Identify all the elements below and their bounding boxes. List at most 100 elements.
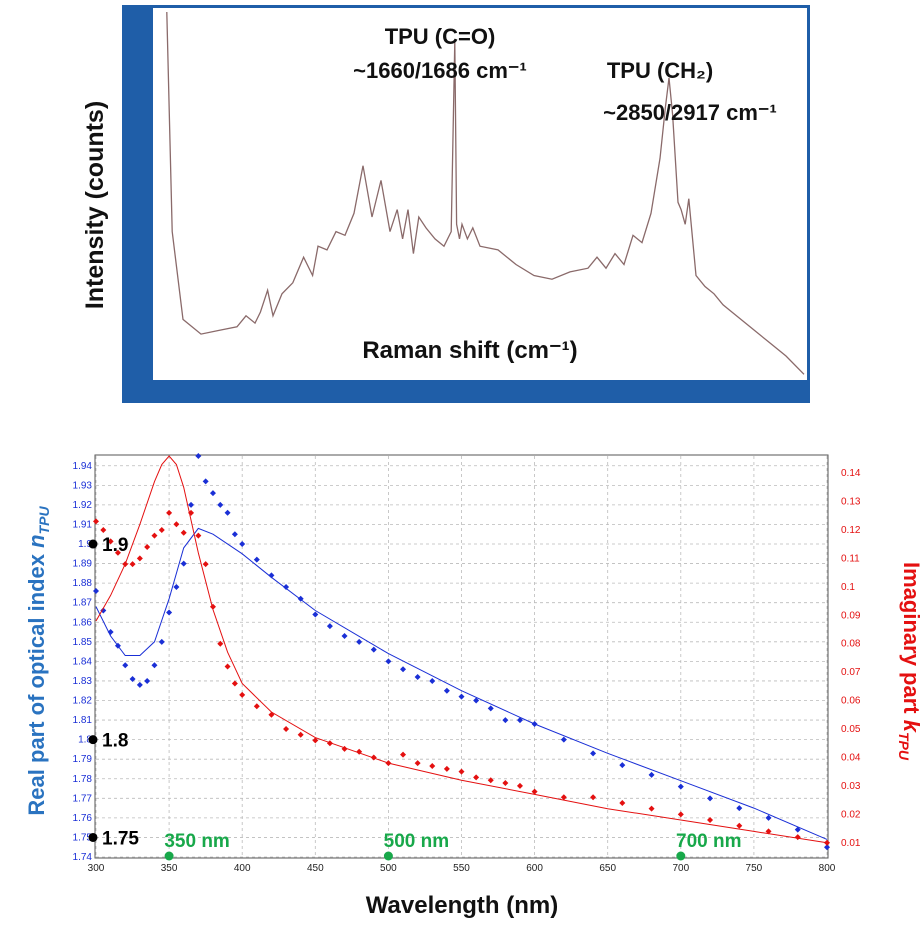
optical-x-label: Wavelength (nm)	[366, 892, 558, 919]
y2-tick-label: 0.08	[841, 639, 861, 650]
y2-tick-label: 0.02	[841, 809, 861, 820]
k-data-point	[487, 777, 494, 784]
n-data-point	[385, 658, 392, 665]
y2-tick-label: 0.1	[841, 582, 855, 593]
ylabel-left-main: Real part of optical index	[24, 548, 49, 816]
raman-y-label: Intensity (counts)	[81, 101, 109, 309]
k-data-point	[173, 521, 180, 528]
y-tick-label: 1.89	[73, 559, 93, 570]
n-data-point	[231, 531, 238, 538]
y-tick-label: 1.9	[78, 539, 92, 550]
x-tick-labels: 300 350 400 450 500 550 600 650 700 750 800	[88, 863, 836, 874]
n-data-point	[443, 687, 450, 694]
y-tick-label: 1.87	[73, 598, 93, 609]
n-data-point	[209, 490, 216, 497]
k-data-point	[224, 663, 231, 670]
n-data-point	[268, 572, 275, 579]
k-data-point	[502, 780, 509, 787]
y2-tick-label: 0.12	[841, 525, 861, 536]
x-tick-label: 700	[672, 863, 689, 874]
k-data-point	[202, 561, 209, 568]
n-data-point	[707, 795, 714, 802]
y-tick-label: 1.83	[73, 676, 93, 687]
y-marker-label: 1.8	[102, 731, 128, 752]
k-data-point	[239, 691, 246, 698]
raman-x-label: Raman shift (cm⁻¹)	[362, 337, 577, 364]
k-fit-line	[95, 455, 828, 844]
x-marker-label: 500 nm	[384, 831, 449, 852]
k-data-point	[195, 532, 202, 539]
x-tick-label: 800	[819, 863, 836, 874]
k-data-point	[677, 811, 684, 818]
n-data-point	[312, 611, 319, 618]
y2-tick-label: 0.07	[841, 667, 861, 678]
y-tick-label: 1.8	[78, 735, 92, 746]
n-data-point	[326, 623, 333, 630]
y-tick-label: 1.88	[73, 578, 93, 589]
n-data-point	[122, 662, 129, 669]
y-tick-label: 1.77	[73, 793, 93, 804]
n-fit-line	[95, 527, 828, 840]
k-data-point	[253, 703, 260, 710]
optical-panel: 300 350 400 450 500 550 600 650 700 750 800 1.741.…	[73, 453, 861, 874]
annotation-co-line1: TPU (C=O)	[385, 24, 496, 49]
k-data-point	[590, 794, 597, 801]
k-data-point	[400, 751, 407, 758]
optical-y-label-right: Imaginary part kTPU	[896, 562, 924, 761]
y2-tick-label: 0.05	[841, 724, 861, 735]
n-data-point	[356, 638, 363, 645]
y2-tick-label: 0.11	[841, 553, 860, 564]
k-data-point	[136, 555, 143, 562]
n-data-point	[414, 674, 421, 681]
k-data-point	[93, 518, 99, 525]
n-data-point	[158, 638, 165, 645]
x-tick-label: 750	[746, 863, 763, 874]
x-tick-label: 650	[599, 863, 616, 874]
n-data-point	[253, 556, 260, 563]
k-data-point	[429, 762, 436, 769]
x-tick-label: 600	[526, 863, 543, 874]
k-data-point	[217, 640, 224, 647]
n-data-point	[341, 632, 348, 639]
raman-panel: TPU (C=O) ~1660/1686 cm⁻¹ TPU (CH₂) ~285…	[122, 5, 810, 403]
n-data-point	[195, 453, 202, 459]
y-tick-label: 1.82	[73, 696, 93, 707]
n-data-point	[458, 693, 465, 700]
x-marker-label: 350 nm	[164, 831, 229, 852]
n-data-point	[429, 677, 436, 684]
n-data-point	[188, 501, 195, 508]
n-data-point	[473, 697, 480, 704]
x-tick-label: 450	[307, 863, 324, 874]
y-marker-label: 1.75	[102, 828, 139, 849]
k-data-point	[473, 774, 480, 781]
n-data-point	[180, 560, 187, 567]
k-data-point	[648, 805, 655, 812]
k-data-point	[458, 768, 465, 775]
x-tick-label: 550	[453, 863, 470, 874]
n-data-point	[129, 675, 136, 682]
y2-tick-label: 0.13	[841, 497, 861, 508]
ylabel-left-subscript: TPU	[36, 506, 52, 535]
raman-spectrum-line	[166, 11, 805, 375]
annotation-ch2-line2: ~2850/2917 cm⁻¹	[603, 100, 777, 125]
ylabel-right-symbol: k	[899, 720, 924, 734]
n-data-point	[400, 666, 407, 673]
x-marker-dot	[383, 851, 393, 861]
y-tick-label: 1.84	[73, 656, 93, 667]
k-data-point	[283, 726, 290, 733]
y-tick-labels: 1.74 1.75 1.76 1.77 1.78 1.79 1.8 1.81 1.82 1.83 1…	[73, 461, 93, 863]
k-data-point	[180, 529, 187, 536]
y-tick-label: 1.92	[73, 500, 93, 511]
annotation-co-line2: ~1660/1686 cm⁻¹	[353, 58, 527, 83]
n-data-point	[560, 736, 567, 743]
k-data-point	[297, 731, 304, 738]
n-data-point	[144, 677, 151, 684]
k-data-point	[707, 817, 714, 824]
n-data-point	[100, 607, 107, 614]
x-tick-label: 500	[380, 863, 397, 874]
x-marker-dot	[676, 851, 686, 861]
k-data-point	[765, 828, 772, 835]
k-data-point	[166, 509, 173, 516]
ylabel-right-subscript: TPU	[896, 732, 912, 761]
x-tick-label: 400	[234, 863, 251, 874]
